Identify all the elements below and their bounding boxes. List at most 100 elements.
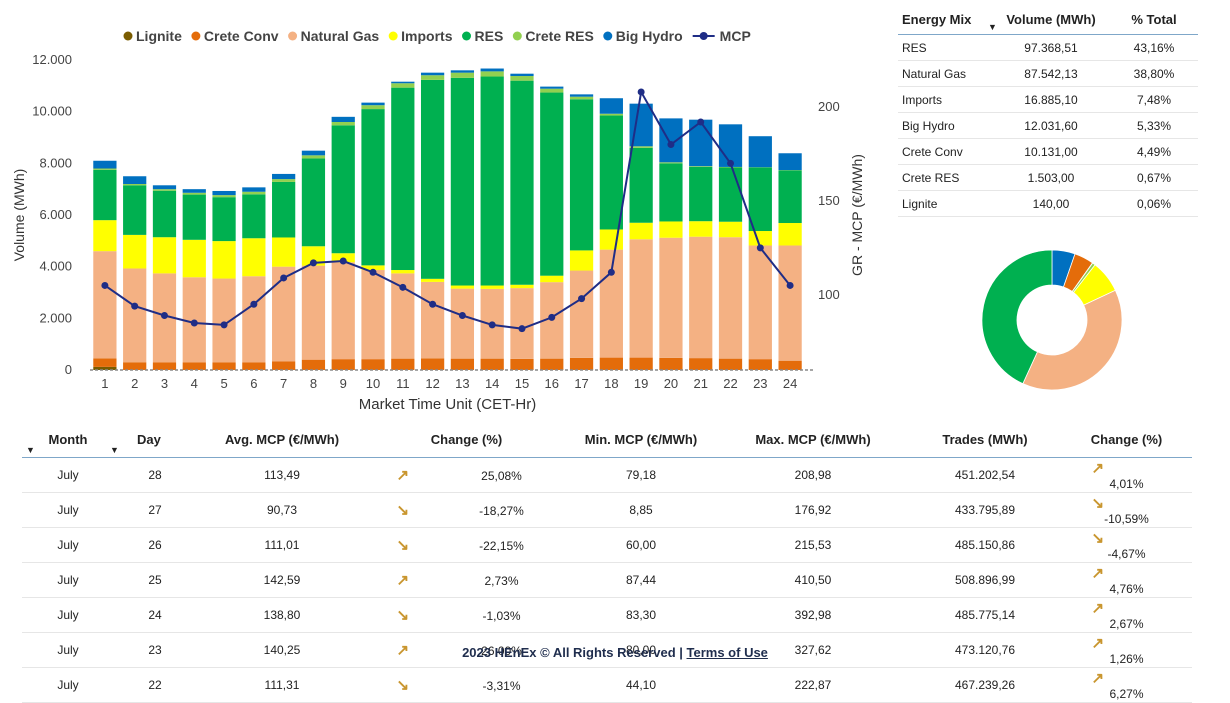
bar-segment — [361, 109, 384, 265]
y2-tick-label: 150 — [818, 193, 840, 208]
mcp-point — [310, 259, 317, 266]
mix-header-name[interactable]: Energy Mix — [898, 4, 992, 35]
mix-cell-pct: 38,80% — [1110, 61, 1198, 87]
legend-label: MCP — [720, 28, 751, 44]
mix-header-volume[interactable]: Volume (MWh) — [992, 4, 1110, 35]
bar-segment — [391, 270, 414, 273]
bar-segment — [749, 231, 772, 245]
mcp-point — [221, 321, 228, 328]
bar-segment — [510, 288, 533, 359]
bar-segment — [183, 193, 206, 195]
y-axis-title: Volume (MWh) — [11, 169, 27, 262]
bar-segment — [630, 358, 653, 370]
cell-max-mcp: 208,98 — [717, 458, 909, 493]
bar-segment — [153, 189, 176, 191]
bar-segment — [510, 285, 533, 288]
mix-cell-volume: 12.031,60 — [992, 113, 1110, 139]
bar-segment — [272, 182, 295, 238]
bar-segment — [302, 151, 325, 156]
bar-segment — [540, 276, 563, 282]
sort-desc-icon[interactable]: ▼ — [110, 445, 119, 455]
bar-segment — [93, 169, 116, 170]
x-tick-label: 2 — [131, 376, 138, 391]
legend-label: Imports — [401, 28, 453, 44]
col-trades-change[interactable]: Change (%) — [1061, 421, 1192, 458]
bar-segment — [719, 167, 742, 168]
mix-cell-pct: 4,49% — [1110, 139, 1198, 165]
trend-up-icon: ↗ — [397, 466, 467, 484]
cell-day: 25 — [114, 563, 196, 598]
mix-cell-pct: 0,06% — [1110, 191, 1198, 217]
bar-segment — [659, 162, 682, 163]
col-mcp-change[interactable]: Change (%) — [368, 421, 565, 458]
bar-segment — [93, 170, 116, 220]
bar-segment — [332, 262, 355, 359]
bar-segment — [212, 241, 235, 278]
bar-segment — [630, 148, 653, 223]
x-tick-label: 15 — [515, 376, 529, 391]
cell-day: 26 — [114, 528, 196, 563]
mix-cell-name: RES — [898, 35, 992, 61]
bar-segment — [600, 98, 623, 114]
mix-cell-name: Crete RES — [898, 165, 992, 191]
cell-min-mcp: 8,85 — [565, 493, 717, 528]
col-trades[interactable]: Trades (MWh) — [909, 421, 1061, 458]
mcp-point — [608, 269, 615, 276]
x-tick-label: 14 — [485, 376, 499, 391]
bar-segment — [93, 161, 116, 169]
col-avg-mcp[interactable]: Avg. MCP (€/MWh) — [196, 421, 368, 458]
cell-mcp-change: ↘-1,03% — [368, 598, 565, 633]
mcp-point — [340, 258, 347, 265]
mcp-point — [459, 312, 466, 319]
cell-trades: 485.775,14 — [909, 598, 1061, 633]
bar-segment — [778, 361, 801, 370]
bar-segment — [659, 163, 682, 221]
legend-label: Crete RES — [525, 28, 593, 44]
mix-cell-pct: 5,33% — [1110, 113, 1198, 139]
legend-marker — [462, 32, 471, 41]
cell-trades-change: ↗2,67% — [1061, 598, 1192, 633]
bar-segment — [302, 266, 325, 360]
col-day[interactable]: ▼Day — [114, 421, 196, 458]
col-month[interactable]: Month▼ — [22, 421, 114, 458]
col-max-mcp[interactable]: Max. MCP (€/MWh) — [717, 421, 909, 458]
x-axis-title: Market Time Unit (CET-Hr) — [359, 396, 537, 413]
x-tick-label: 6 — [250, 376, 257, 391]
bar-segment — [540, 89, 563, 93]
change-value: -22,15% — [467, 539, 537, 553]
copyright-text: 2023 HEnEx © All Rights Reserved | — [462, 645, 683, 660]
bar-segment — [570, 271, 593, 358]
mcp-point — [161, 312, 168, 319]
col-min-mcp[interactable]: Min. MCP (€/MWh) — [565, 421, 717, 458]
cell-trades: 508.896,99 — [909, 563, 1061, 598]
mix-cell-pct: 43,16% — [1110, 35, 1198, 61]
sort-desc-icon[interactable]: ▼ — [26, 445, 35, 455]
mix-cell-name: Lignite — [898, 191, 992, 217]
bar-segment — [600, 116, 623, 230]
trend-up-icon: ↗ — [1092, 564, 1162, 582]
y-tick-label: 4.000 — [39, 259, 72, 274]
bar-segment — [123, 235, 146, 269]
mix-header-pct[interactable]: % Total — [1110, 4, 1198, 35]
mcp-point — [489, 321, 496, 328]
bar-segment — [600, 250, 623, 358]
mcp-point — [250, 301, 257, 308]
bar-segment — [332, 122, 355, 125]
bar-segment — [93, 220, 116, 251]
bar-segment — [421, 282, 444, 358]
cell-day: 24 — [114, 598, 196, 633]
legend-marker — [700, 32, 708, 40]
bar-segment — [242, 276, 265, 362]
terms-link[interactable]: Terms of Use — [687, 645, 768, 660]
bar-segment — [689, 120, 712, 167]
change-value: 2,67% — [1092, 617, 1162, 631]
legend-marker — [288, 32, 297, 41]
bar-segment — [361, 103, 384, 106]
